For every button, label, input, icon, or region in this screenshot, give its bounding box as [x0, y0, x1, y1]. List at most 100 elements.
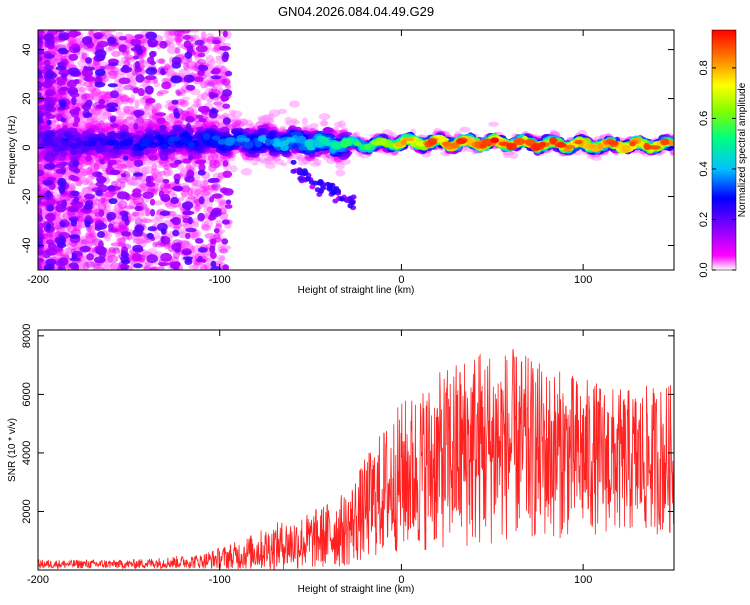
spectrogram-cell [226, 200, 231, 205]
spectrogram-cell [305, 176, 311, 181]
spectrogram-cell [146, 233, 153, 239]
spectrogram-cell [121, 173, 126, 177]
spectrogram-cell [197, 59, 206, 65]
spectrogram-cell [198, 247, 208, 253]
spectrogram-cell [136, 152, 143, 157]
spectrogram-cell [150, 61, 156, 65]
spectrogram-cell [69, 234, 80, 239]
spectrogram-cell [85, 155, 92, 162]
spectrogram-cell [44, 54, 55, 59]
spectrogram-cell [72, 253, 77, 259]
spectrogram-cell [169, 136, 181, 141]
spectrogram-cell [187, 196, 196, 200]
spectrogram-cell [42, 81, 53, 88]
spectrogram-cell [59, 186, 65, 195]
spectrogram-cell [198, 106, 210, 113]
spectrogram-cell [60, 87, 69, 91]
spectrogram-cell [172, 230, 179, 237]
spectrogram-cell [121, 260, 130, 265]
spectrogram-cell [172, 217, 182, 225]
spectrogram-cell [111, 51, 121, 57]
spectrogram-cell [33, 48, 44, 56]
spectrogram-cell [318, 189, 324, 194]
spectrogram-cell [223, 188, 234, 196]
spectrogram-cell [149, 51, 156, 58]
spectrogram-cell [46, 204, 54, 211]
spectrogram-cell [160, 210, 171, 216]
spectrogram-cell [99, 120, 105, 128]
spectrogram-cell [236, 138, 244, 142]
spectrogram-cell [219, 249, 228, 254]
spectrogram-cell [44, 65, 54, 71]
spectrogram-cell [88, 30, 93, 35]
spectrogram-cell [170, 197, 179, 204]
spectrogram-cell [44, 97, 53, 103]
spectrogram-cell [161, 228, 167, 234]
spectrogram-cell [219, 256, 225, 262]
spectrogram-cell [69, 183, 76, 191]
spectrogram-cell [302, 117, 308, 125]
spectrogram-cell [199, 196, 205, 204]
spectrogram-cell [213, 102, 222, 106]
spectrogram-cell [437, 137, 449, 142]
spectrogram-cell [138, 88, 145, 96]
spectrogram-cell [69, 262, 79, 269]
spectrogram-cell [211, 261, 217, 268]
spectrogram-cell [132, 211, 139, 216]
spectrogram-cell [82, 36, 92, 45]
spectrogram-cell [183, 62, 189, 70]
spectrogram-cell [97, 231, 105, 238]
spectrogram-cell [134, 225, 144, 233]
spectrogram-cell [197, 71, 204, 77]
spectrogram-cell [62, 138, 69, 142]
spectrogram-cell [200, 264, 208, 272]
spectrogram-cell [608, 141, 618, 145]
spectrogram-cell [122, 65, 129, 73]
spectrogram-cell [539, 142, 546, 148]
spectrogram-cell [112, 248, 120, 254]
spectrogram-cell [135, 99, 140, 108]
spectrogram-cell [131, 193, 142, 198]
spectrogram-cell [214, 228, 220, 233]
spectrogram-cell [318, 180, 324, 185]
spectrogram-cell [79, 246, 90, 253]
spectrogram-cell [349, 200, 355, 205]
spectrogram-cell [184, 75, 195, 83]
spectrogram-cell [291, 160, 297, 165]
spectrogram-cell [142, 192, 154, 199]
spectrogram-cell [188, 141, 195, 148]
spectrogram-cell [68, 68, 80, 76]
spectrogram-cell [321, 119, 327, 126]
spectrogram-cell [95, 49, 107, 57]
spectrogram-cell [212, 193, 223, 198]
spectrogram-cell [201, 92, 208, 100]
spectrogram-cell [59, 100, 65, 108]
spectrogram-cell [86, 100, 93, 107]
x-tick-label: -200 [27, 274, 49, 286]
spectrogram-cell [99, 198, 106, 204]
spectrogram-cell [57, 62, 66, 66]
spectrogram-cell [46, 104, 54, 112]
spectrogram-cell [71, 96, 77, 105]
spectrogram-cell [134, 160, 144, 167]
spectrogram-cell [120, 131, 127, 139]
spectrogram-cell [134, 44, 141, 51]
spectrogram-cell [85, 220, 91, 228]
spectrogram-cell [209, 178, 219, 183]
spectrogram-cell [69, 30, 79, 38]
spectrogram-cell [117, 164, 128, 169]
spectrogram-cell [110, 170, 120, 175]
spectrogram-cell [110, 117, 116, 123]
spectrogram-cell [161, 81, 171, 89]
spectrogram-cell [145, 75, 157, 80]
spectrogram-cell [182, 202, 193, 210]
spectrogram-cell [222, 104, 230, 109]
spectrogram-cell [175, 47, 181, 54]
spectrogram-cell [244, 141, 254, 149]
spectrogram-cell [150, 209, 155, 217]
spectrogram-cell [94, 82, 105, 88]
spectrogram-cell [186, 85, 196, 91]
spectrogram-cell [184, 52, 192, 59]
